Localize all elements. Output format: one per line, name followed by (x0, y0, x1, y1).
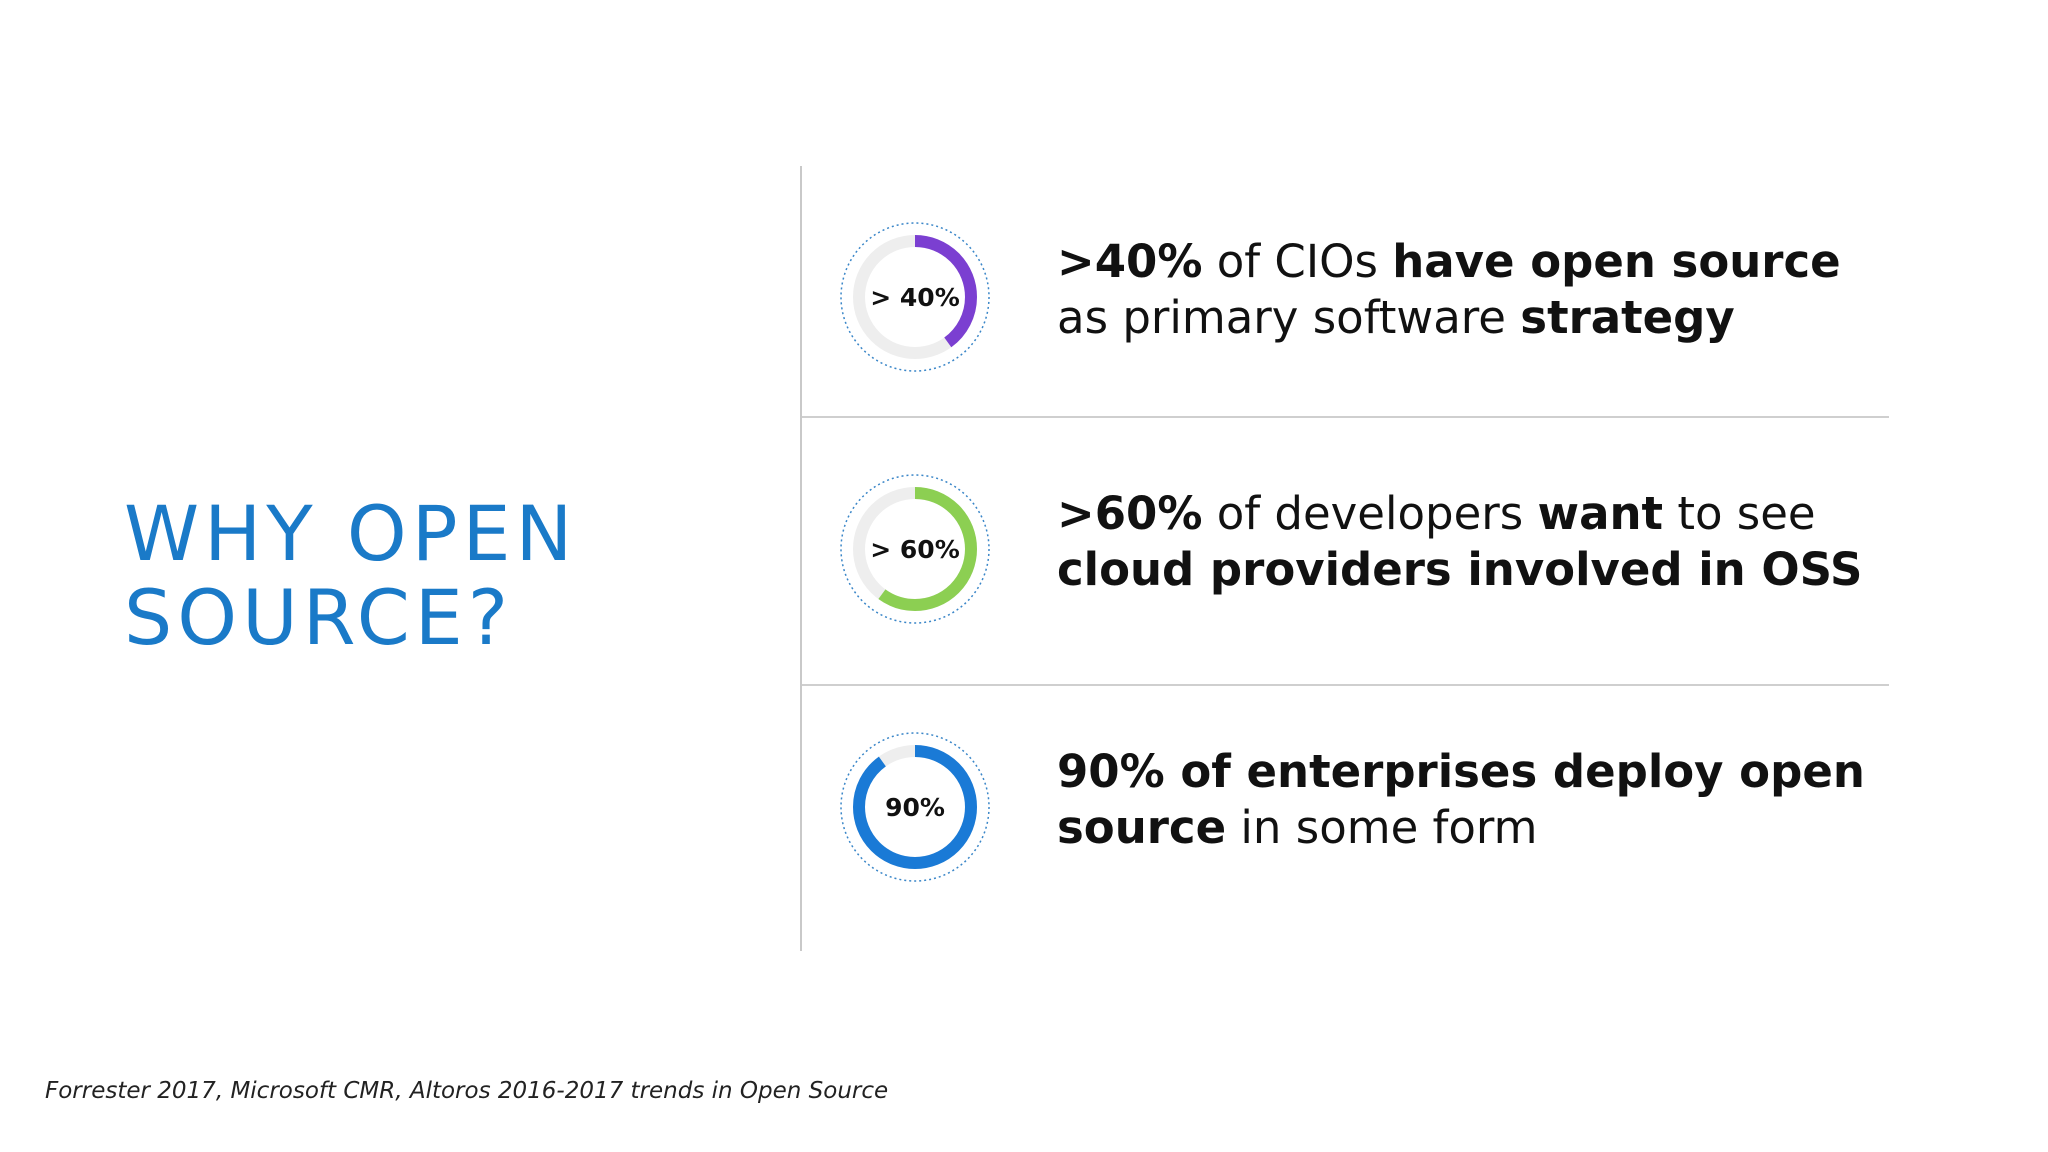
stat-text-run: have open source (1392, 235, 1841, 288)
stat-text-run: >40% (1057, 235, 1203, 288)
ring-label: > 60% (870, 534, 960, 564)
slide-title: WHY OPEN SOURCE? (124, 492, 577, 660)
ring-graphic (840, 732, 990, 882)
stat-text: >40% of CIOs have open source as primary… (1057, 234, 1877, 346)
ring-progress-arc (853, 487, 977, 611)
source-footnote: Forrester 2017, Microsoft CMR, Altoros 2… (45, 1078, 889, 1104)
ring-outline (840, 732, 990, 882)
stat-text: >60% of developers want to see cloud pro… (1057, 486, 1877, 598)
stat-text-run: 90% of enterprises deploy open source (1057, 745, 1865, 854)
progress-ring-3: 90% (839, 731, 991, 883)
ring-outline (840, 222, 990, 372)
stat-text-run: as primary software (1057, 291, 1521, 344)
stat-row-1: > 40% >40% of CIOs have open source as p… (802, 166, 1889, 428)
progress-ring-1: > 40% (839, 221, 991, 373)
ring-label: 90% (885, 792, 945, 822)
stat-text-run: >60% (1057, 487, 1203, 540)
stat-text-run: strategy (1520, 291, 1735, 344)
stat-row-2: > 60% >60% of developers want to see clo… (802, 418, 1889, 680)
stat-text-run: of CIOs (1202, 235, 1393, 288)
ring-outline (840, 474, 990, 624)
progress-ring-2: > 60% (839, 473, 991, 625)
horizontal-divider-1 (802, 416, 1889, 418)
title-line-2: SOURCE? (124, 573, 514, 662)
stat-text: 90% of enterprises deploy open source in… (1057, 744, 1877, 856)
horizontal-divider-2 (802, 684, 1889, 686)
ring-graphic (840, 222, 990, 372)
ring-label: > 40% (870, 282, 960, 312)
ring-progress-arc (853, 235, 977, 359)
stat-text-run: cloud providers involved in OSS (1057, 543, 1863, 596)
vertical-divider (800, 166, 802, 951)
stat-text-run: want (1537, 487, 1664, 540)
title-line-1: WHY OPEN (124, 489, 578, 578)
stat-row-3: 90% 90% of enterprises deploy open sourc… (802, 676, 1889, 938)
stat-text-run: in some form (1226, 801, 1538, 854)
stat-text-run: to see (1663, 487, 1816, 540)
stat-text-run: of developers (1202, 487, 1538, 540)
ring-graphic (840, 474, 990, 624)
ring-progress-arc (853, 745, 977, 869)
